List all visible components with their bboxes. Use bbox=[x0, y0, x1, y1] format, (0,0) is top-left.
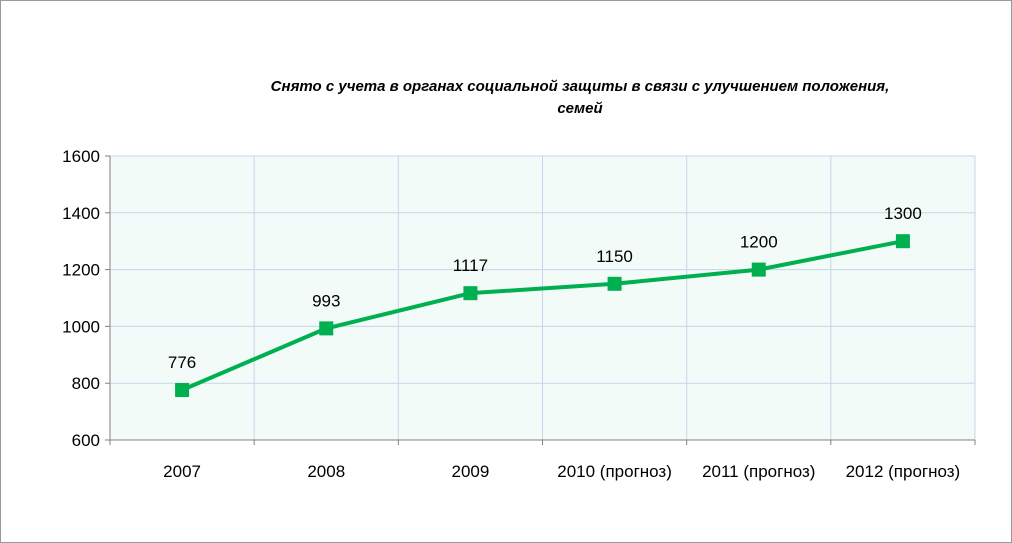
x-tick-label: 2009 bbox=[452, 462, 490, 481]
x-tick-label: 2011 (прогноз) bbox=[702, 462, 815, 481]
data-label: 1200 bbox=[740, 233, 778, 252]
chart-title-line-2: семей bbox=[557, 100, 603, 117]
chart-title: Снято с учета в органах социальной защит… bbox=[150, 76, 1010, 120]
chart-title-line-1: Снято с учета в органах социальной защит… bbox=[270, 78, 890, 95]
data-label: 1117 bbox=[453, 256, 488, 275]
data-label: 1300 bbox=[884, 204, 922, 223]
data-point-marker bbox=[895, 234, 910, 249]
data-label: 1150 bbox=[596, 247, 633, 266]
y-tick-label: 1400 bbox=[62, 204, 100, 223]
data-label: 776 bbox=[168, 353, 196, 372]
data-point-marker bbox=[607, 276, 622, 291]
y-tick-label: 1000 bbox=[62, 317, 100, 336]
y-tick-label: 1200 bbox=[62, 261, 100, 280]
data-point-marker bbox=[175, 383, 190, 398]
series-line bbox=[181, 239, 904, 392]
data-point-marker bbox=[751, 262, 766, 277]
x-tick-label: 2008 bbox=[307, 462, 345, 481]
x-tick-label: 2010 (прогноз) bbox=[557, 462, 672, 481]
x-tick-label: 2012 (прогноз) bbox=[846, 462, 961, 481]
x-tick-label: 2007 bbox=[163, 462, 201, 481]
y-tick-label: 800 bbox=[72, 374, 100, 393]
data-point-marker bbox=[463, 286, 478, 301]
data-point-marker bbox=[319, 321, 334, 336]
data-label: 993 bbox=[312, 291, 340, 310]
y-tick-label: 1600 bbox=[62, 147, 100, 166]
y-tick-label: 600 bbox=[72, 431, 100, 450]
